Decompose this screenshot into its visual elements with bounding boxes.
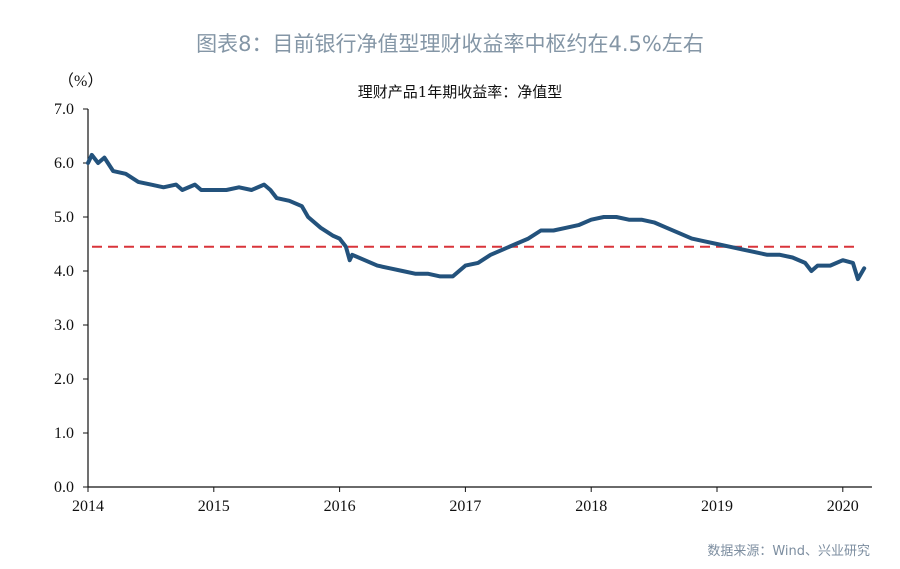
y-tick-label: 0.0: [54, 479, 74, 496]
y-tick-label: 3.0: [54, 317, 74, 334]
y-tick-label: 1.0: [54, 425, 74, 442]
x-tick-label: 2018: [575, 498, 607, 515]
series-group: [86, 152, 867, 282]
chart-title: 理财产品1年期收益率：净值型: [358, 83, 563, 101]
y-tick-label: 4.0: [54, 263, 74, 280]
x-tick-label: 2017: [449, 498, 481, 515]
x-tick-label: 2014: [72, 498, 104, 515]
y-axis-unit-label: （%）: [58, 72, 103, 90]
y-tick-label: 5.0: [54, 209, 74, 226]
y-tick-label: 2.0: [54, 371, 74, 388]
series-line-yield: [86, 152, 867, 282]
x-tick-label: 2019: [701, 498, 733, 515]
y-tick-label: 7.0: [54, 101, 74, 118]
y-tick-label: 6.0: [54, 155, 74, 172]
x-tick-label: 2016: [324, 498, 356, 515]
x-tick-label: 2015: [198, 498, 230, 515]
figure-title: 图表8：目前银行净值型理财收益率中枢约在4.5%左右: [196, 32, 704, 56]
source-note: 数据来源：Wind、兴业研究: [707, 544, 870, 559]
x-tick-label: 2020: [827, 498, 859, 515]
axes: 0.0 1.0 2.0 3.0 4.0 5.0 6.0 7.0 2014 2015 2016 2017…: [54, 101, 872, 515]
